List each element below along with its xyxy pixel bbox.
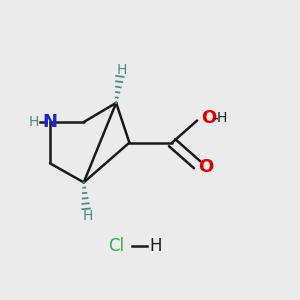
Text: H: H	[29, 115, 40, 129]
Text: H: H	[149, 237, 162, 255]
Text: -: -	[212, 109, 218, 127]
Text: Cl: Cl	[108, 237, 124, 255]
Text: H: H	[82, 209, 93, 223]
Text: N: N	[42, 113, 57, 131]
Text: O: O	[198, 158, 213, 176]
Text: O: O	[202, 109, 217, 127]
Text: H: H	[217, 111, 227, 125]
Text: H: H	[116, 64, 127, 77]
